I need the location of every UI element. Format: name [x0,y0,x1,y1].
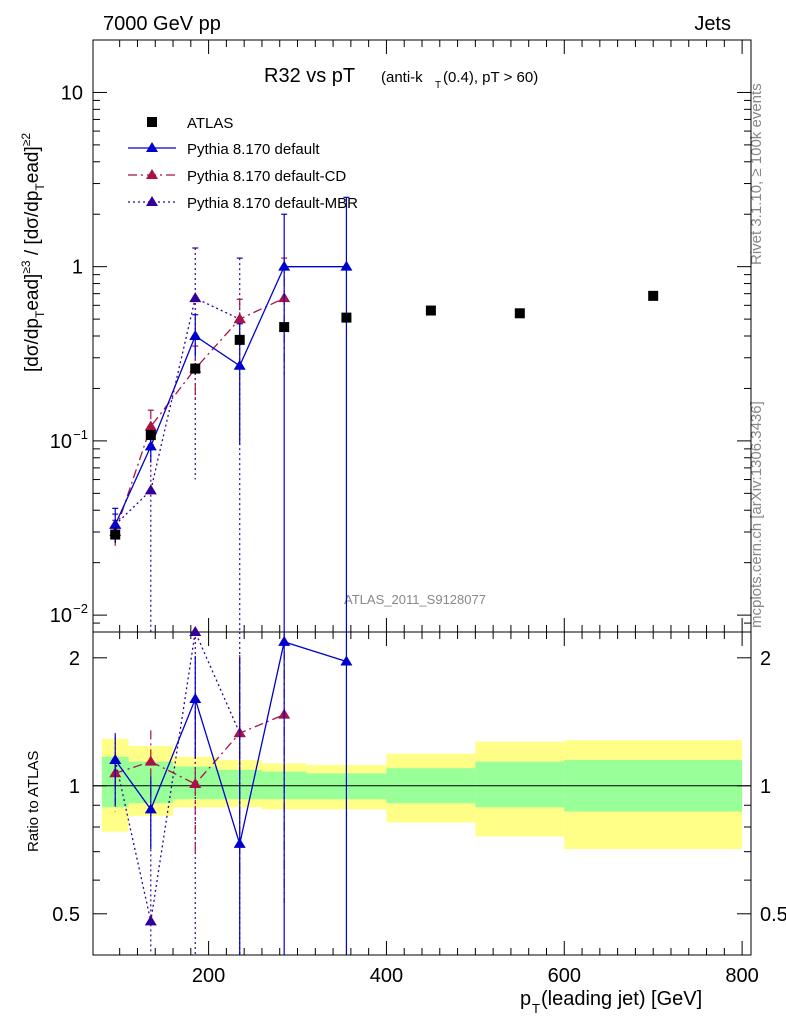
main-y-tick-label: 10 [61,82,83,104]
title-sub-t: T [435,80,441,91]
ratio-point [340,655,353,666]
atlas-point [110,529,121,540]
mcplots-label: mcplots.cern.ch [arXiv:1306.3436] [748,401,765,628]
ratio-series-line [114,641,347,847]
atlas-point [648,290,659,301]
mc-point [233,313,246,324]
rivet-label: Rivet 3.1.10, ≥ 100k events [748,83,765,265]
svg-text:(leading jet) [GeV]: (leading jet) [GeV] [541,988,702,1010]
main-y-tick-exponent: −2 [73,601,88,616]
main-y-tick-label: 10 [50,605,72,627]
atlas-point [234,334,245,345]
ratio-y-tick-label: 0.5 [52,904,80,926]
x-axis-label: p T (leading jet) [GeV] [520,988,702,1016]
svg-text:T: T [532,1001,540,1016]
mc-point [189,292,202,303]
atlas-point [514,308,525,319]
legend-marker-mbr [146,196,158,206]
ratio-point [189,626,202,636]
ratio-ylabel: Ratio to ATLAS [25,751,42,852]
mc-point [189,330,202,340]
main-y-tick-label: 10 [50,431,72,453]
mc-point [109,518,122,529]
x-tick-label: 200 [192,965,225,987]
band-inner [475,761,565,808]
main-ylabel: [dσ/dpTead]≥3 / [dσ/dpTead]≥2 [19,133,47,372]
ratio-y-tick-label: 2 [69,648,80,670]
ratio-point [144,755,157,766]
title-sub: (anti-k [381,69,423,86]
mc-point [340,260,353,271]
mc-point [233,359,246,370]
analysis-watermark: ATLAS_2011_S9128077 [344,592,486,607]
atlas-data [110,290,659,543]
x-tick-label: 400 [370,965,403,987]
plot-title: R32 vs pT (anti-k T (0.4), pT > 60) [264,65,538,91]
ratio-y-tick-label: 1 [69,776,80,798]
main-y-tick-exponent: −1 [73,427,88,442]
legend-label-default: Pythia 8.170 default [187,141,320,158]
ratio-y-tick-label-right: 2 [760,648,771,670]
legend-label-mbr: Pythia 8.170 default-MBR [187,195,358,212]
x-tick-label: 600 [548,965,581,987]
ratio-series-pythia-8-170-default [109,632,353,955]
header-energy: 7000 GeV pp [103,13,221,35]
atlas-point [425,305,436,316]
ratio-point [189,693,202,704]
ratio-series-line [115,714,285,785]
x-tick-label: 800 [725,965,758,987]
mc-point [144,440,157,451]
main-y-tick-label: 1 [72,257,83,279]
mc-point [144,420,157,431]
series-line [114,266,347,526]
ratio-point [189,777,202,788]
ratio-point [233,837,246,848]
ratio-y-tick-label-right: 1 [760,776,771,798]
series-pythia-8-170-default-mbr [109,247,246,632]
atlas-point [145,430,156,441]
svg-text:p: p [520,988,531,1010]
legend-marker-default [146,142,158,152]
legend-label-atlas: ATLAS [187,115,233,132]
legend-marker-cd [146,169,158,179]
ratio-plot: 200 400 600 800 0.5 0.5 1 1 2 2 [52,40,786,987]
ratio-series-line [114,629,241,922]
ratio-y-tick-label-right: 0.5 [760,904,786,926]
ratio-point [144,915,157,926]
ratio-point [109,753,122,764]
legend-label-cd: Pythia 8.170 default-CD [187,168,346,185]
series-line [114,297,240,526]
mc-point [144,484,157,495]
ratio-point [278,635,291,646]
atlas-point [341,312,352,323]
legend-marker-atlas [147,117,157,127]
title-sub-rest: (0.4), pT > 60) [443,69,538,86]
header-jets: Jets [694,13,731,35]
series-pythia-8-170-default [109,196,353,632]
atlas-point [190,363,201,374]
series-line [114,297,285,533]
mc-point [278,260,291,271]
title-main: R32 vs pT [264,65,355,87]
legend: ATLAS Pythia 8.170 default Pythia 8.170 … [128,115,358,212]
ratio-point [144,803,157,814]
atlas-point [279,322,290,333]
